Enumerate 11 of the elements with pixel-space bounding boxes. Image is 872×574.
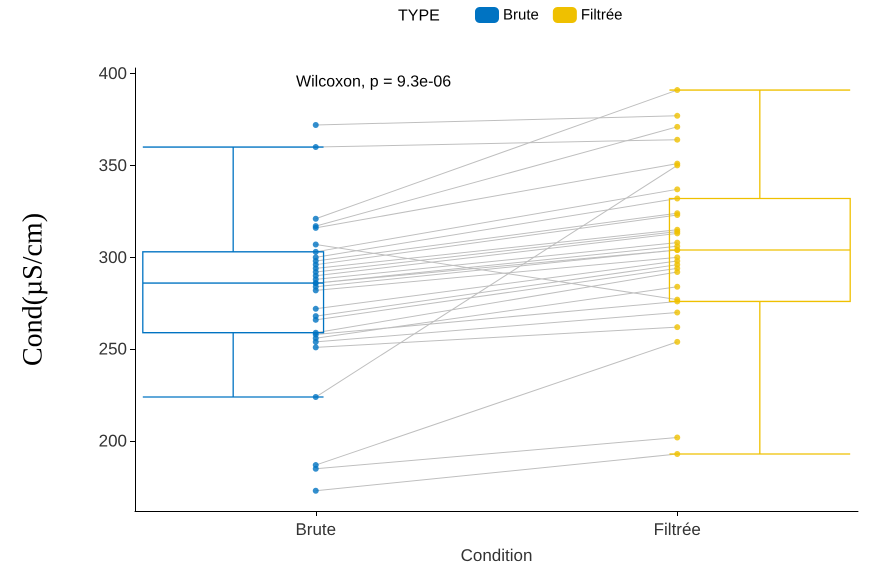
y-tick-label: 300 bbox=[98, 248, 127, 267]
legend-label: Filtrée bbox=[580, 6, 623, 24]
y-tick-label: 350 bbox=[98, 156, 127, 175]
y-tick-label: 250 bbox=[98, 340, 127, 359]
y-axis-title: Cond(µS/cm) bbox=[18, 212, 48, 366]
legend-title: TYPE bbox=[398, 8, 440, 24]
annotation: Wilcoxon, p = 9.3e-06 bbox=[296, 74, 452, 90]
y-tick-label: 200 bbox=[98, 432, 127, 451]
y-tick-label: 400 bbox=[98, 64, 127, 84]
x-axis-title: Condition bbox=[460, 546, 532, 565]
legend-label: Brute bbox=[503, 6, 539, 24]
